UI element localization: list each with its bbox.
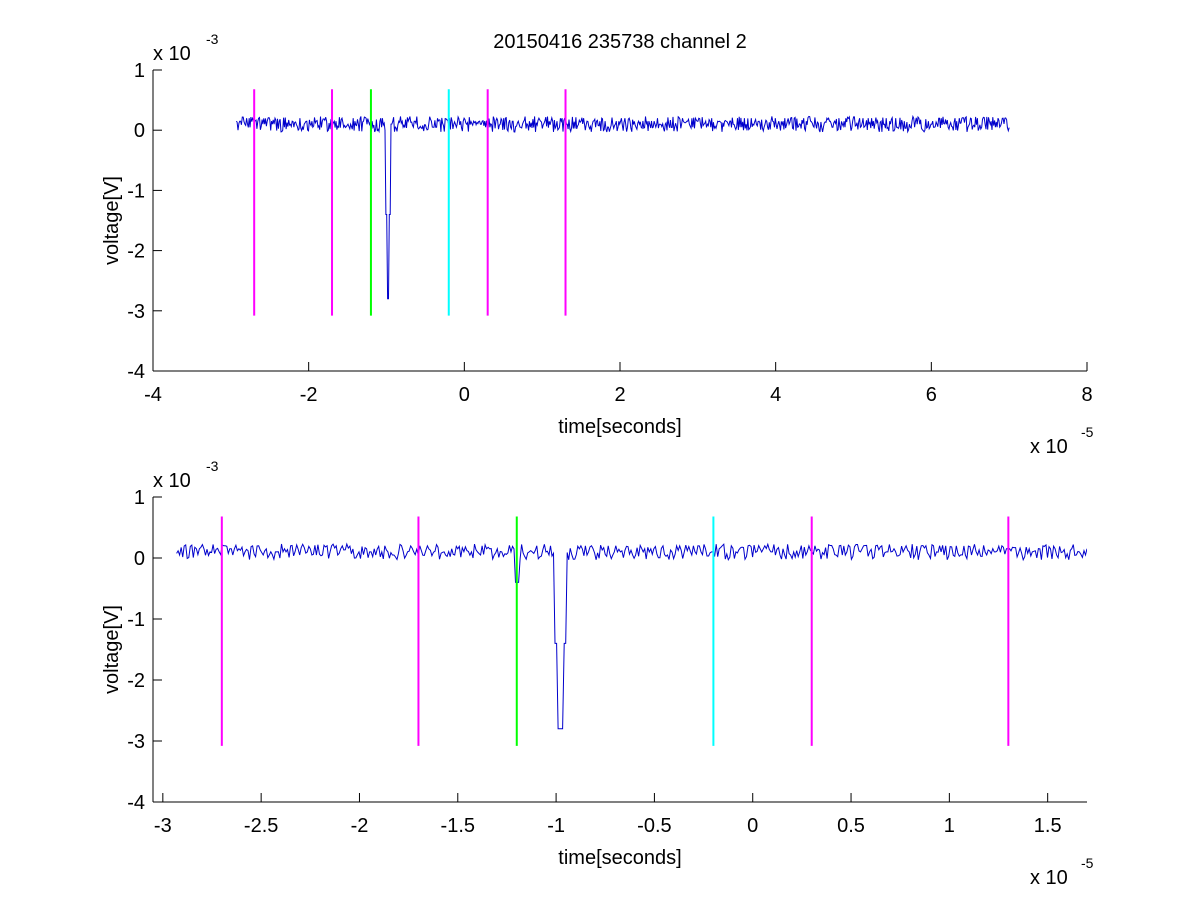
y-scale-multiplier: x 10 <box>153 470 191 492</box>
y-scale-exponent: -3 <box>206 458 219 474</box>
y-tick-label: -2 <box>127 241 145 263</box>
x-tick-label: 8 <box>1081 384 1092 406</box>
bottom-plot: -3 -2.5 -2 -1.5 -1 -0.5 0 0.5 1 1.5 -4 -3 -2 -1 0 1 time… <box>101 458 1094 889</box>
y-tick-label: -4 <box>127 792 145 814</box>
x-tick-label: -2 <box>300 384 318 406</box>
y-tick-label: -1 <box>127 180 145 202</box>
x-tick-label: 1 <box>944 815 955 837</box>
y-tick-label: -3 <box>127 301 145 323</box>
y-axis-label: voltage[V] <box>101 605 123 694</box>
x-tick-label: 0 <box>459 384 470 406</box>
x-tick-label: -0.5 <box>637 815 671 837</box>
x-tick-label: -2.5 <box>244 815 278 837</box>
x-tick-label: 0 <box>747 815 758 837</box>
y-tick-label: 0 <box>134 548 145 570</box>
x-tick-label: 2 <box>614 384 625 406</box>
x-scale-multiplier: x 10 <box>1030 436 1068 458</box>
signal-trace <box>235 114 1010 300</box>
y-scale-exponent: -3 <box>206 31 219 47</box>
figure-title: 20150416 235738 channel 2 <box>493 31 747 53</box>
top-plot: -4 -2 0 2 4 6 8 -4 -3 -2 -1 0 1 time[seconds] voltage[… <box>101 31 1094 458</box>
y-tick-label: 1 <box>134 60 145 82</box>
y-tick-label: -4 <box>127 361 145 383</box>
y-scale-multiplier: x 10 <box>153 43 191 65</box>
x-axis-label: time[seconds] <box>558 847 681 869</box>
y-tick-label: -1 <box>127 609 145 631</box>
y-tick-label: 1 <box>134 487 145 509</box>
x-scale-multiplier: x 10 <box>1030 867 1068 889</box>
x-tick-label: 4 <box>770 384 781 406</box>
x-axis-label: time[seconds] <box>558 416 681 438</box>
y-tick-label: 0 <box>134 120 145 142</box>
x-tick-label: 1.5 <box>1034 815 1062 837</box>
x-tick-label: 6 <box>926 384 937 406</box>
x-tick-label: -1.5 <box>441 815 475 837</box>
y-axis-label: voltage[V] <box>101 176 123 265</box>
x-tick-label: -4 <box>144 384 162 406</box>
y-tick-label: -2 <box>127 670 145 692</box>
x-scale-exponent: -5 <box>1081 424 1094 440</box>
x-tick-label: -2 <box>351 815 369 837</box>
x-tick-label: -3 <box>154 815 172 837</box>
y-tick-label: -3 <box>127 731 145 753</box>
signal-trace <box>176 542 1087 730</box>
x-tick-label: -1 <box>547 815 565 837</box>
x-tick-label: 0.5 <box>837 815 865 837</box>
x-scale-exponent: -5 <box>1081 855 1094 871</box>
